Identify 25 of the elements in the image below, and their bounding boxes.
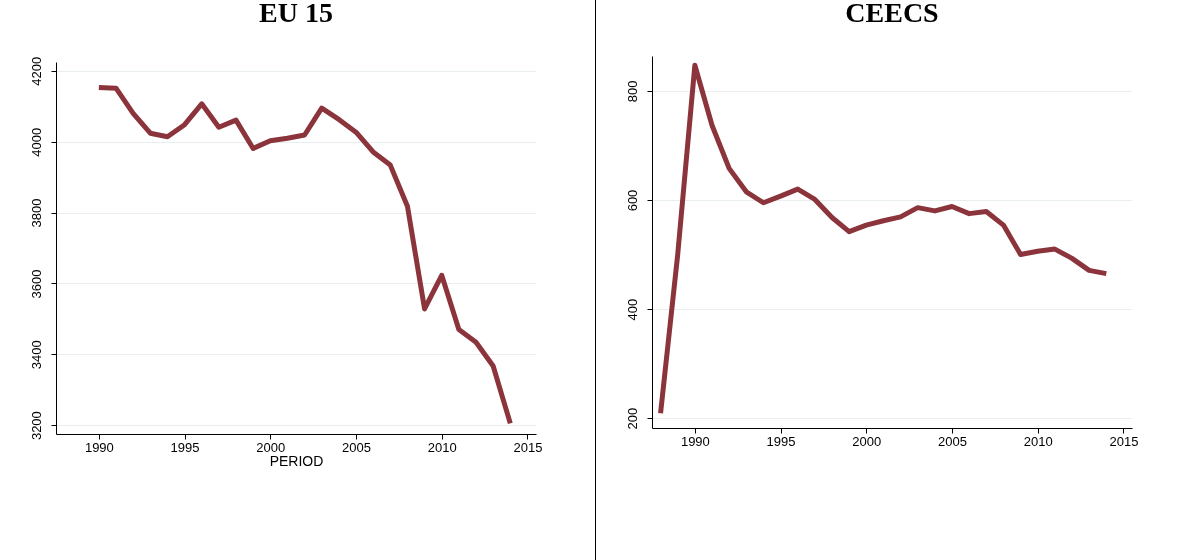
y-tick-label: 800 bbox=[624, 80, 640, 103]
y-tick-label: 3400 bbox=[28, 340, 44, 370]
x-tick-label: 1995 bbox=[766, 433, 796, 449]
x-tick-label: 2015 bbox=[1109, 433, 1139, 449]
y-tick-label: 4000 bbox=[28, 127, 44, 157]
x-tick-label: 2005 bbox=[342, 439, 371, 455]
y-tick-label: 400 bbox=[624, 298, 640, 321]
y-tick-label: 3600 bbox=[28, 269, 44, 299]
x-tick-label: 1990 bbox=[680, 433, 710, 449]
chart-title: CEECS bbox=[845, 0, 939, 28]
x-tick-label: 1995 bbox=[170, 439, 200, 455]
x-tick-label: 2000 bbox=[852, 433, 882, 449]
x-tick-label: 2015 bbox=[513, 439, 543, 455]
y-tick-label: 3800 bbox=[28, 198, 44, 228]
x-tick-label: 2005 bbox=[938, 433, 967, 449]
y-tick-label: 200 bbox=[624, 407, 640, 430]
x-tick-label: 1990 bbox=[84, 439, 114, 455]
x-tick-label: 2010 bbox=[427, 439, 457, 455]
x-axis-title: PERIOD bbox=[269, 452, 324, 469]
x-tick-label: 2010 bbox=[1023, 433, 1053, 449]
chart-title: EU 15 bbox=[259, 0, 333, 29]
y-tick-label: 4200 bbox=[28, 56, 44, 86]
y-tick-label: 600 bbox=[624, 189, 640, 212]
y-tick-label: 3200 bbox=[28, 411, 44, 441]
x-tick-label: 2000 bbox=[256, 439, 286, 455]
